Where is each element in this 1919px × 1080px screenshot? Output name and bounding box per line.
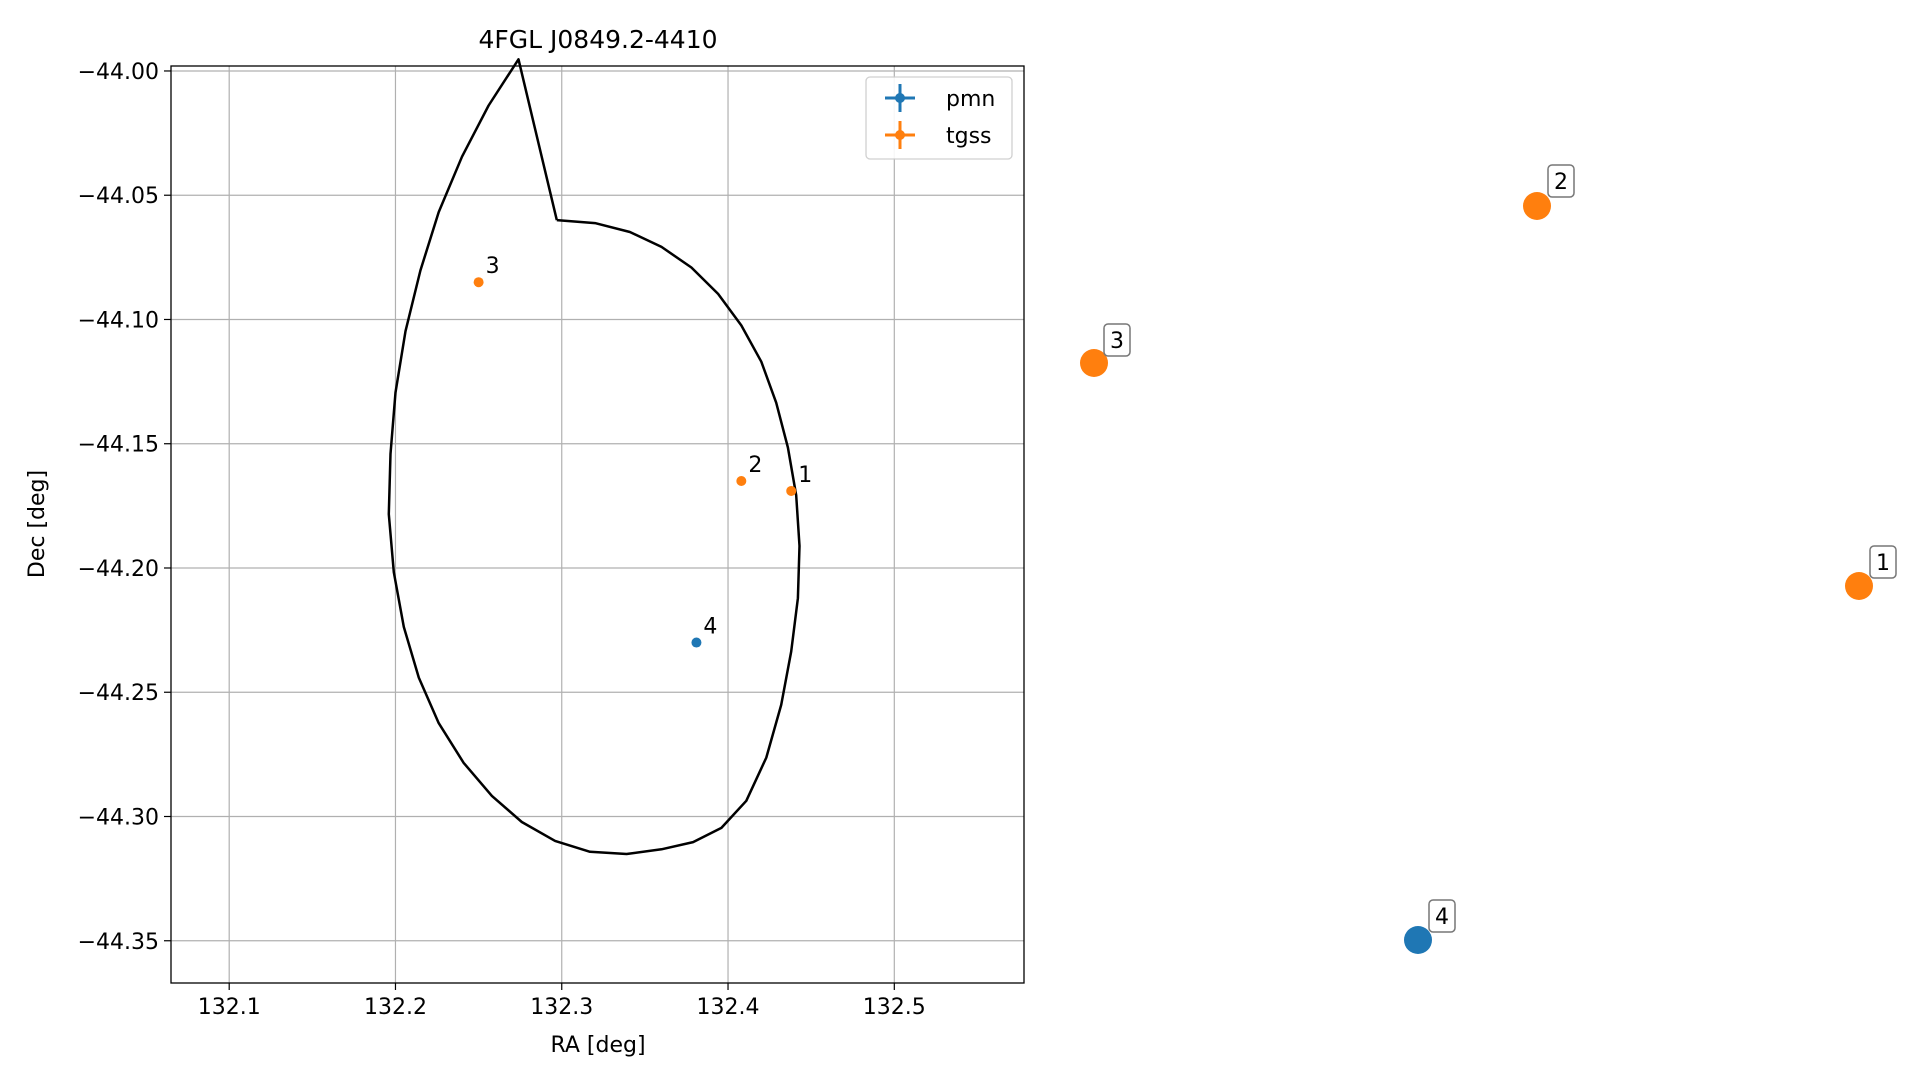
data-point-pmn — [691, 637, 702, 648]
data-point-label: 2 — [748, 453, 762, 478]
chart-title: 4FGL J0849.2-4410 — [478, 25, 717, 54]
legend-entry-pmn: pmn — [885, 84, 995, 112]
x-tick-label: 132.1 — [198, 995, 261, 1020]
error-ellipse-layer — [387, 58, 801, 856]
x-axis-ticks: 132.1 132.2 132.3 132.4 132.5 — [198, 983, 926, 1020]
points-layer: 4 1 2 3 — [473, 254, 812, 648]
y-tick-label: −44.25 — [78, 681, 159, 706]
y-tick-label: −44.20 — [78, 557, 159, 582]
right-label-box — [1103, 323, 1131, 357]
right-marker-group-4: 4 — [1404, 899, 1456, 954]
legend-label-pmn: pmn — [946, 87, 995, 112]
legend-marker-dot — [895, 130, 905, 140]
x-tick-label: 132.2 — [364, 995, 427, 1020]
x-axis-label: RA [deg] — [550, 1033, 645, 1058]
y-axis-label: Dec [deg] — [25, 470, 50, 578]
right-marker-tgss — [1080, 349, 1108, 377]
data-point-label: 1 — [798, 463, 812, 488]
right-marker-group-3: 3 — [1080, 323, 1131, 377]
right-marker-group-2: 2 — [1523, 164, 1575, 220]
right-label-box — [1869, 545, 1897, 579]
right-marker-label: 3 — [1110, 329, 1124, 354]
data-point-tgss — [473, 277, 484, 288]
y-tick-label: −44.05 — [78, 184, 159, 209]
right-marker-label: 4 — [1435, 905, 1449, 930]
legend-label-tgss: tgss — [946, 124, 992, 149]
grid-lines — [171, 66, 1024, 983]
right-marker-label: 2 — [1554, 170, 1568, 195]
right-panel: 3 2 1 4 — [1080, 164, 1897, 954]
y-axis-ticks: −44.00 −44.05 −44.10 −44.15 −44.20 −44.25 −44.… — [78, 60, 171, 955]
y-tick-label: −44.10 — [78, 308, 159, 333]
right-marker-tgss — [1523, 192, 1551, 220]
data-point-label: 3 — [486, 254, 500, 279]
y-tick-label: −44.35 — [78, 930, 159, 955]
right-marker-group-1: 1 — [1845, 545, 1897, 600]
y-tick-label: −44.00 — [78, 60, 159, 85]
legend: pmn tgss — [865, 76, 1013, 160]
data-point-label: 4 — [703, 615, 717, 640]
plot-background — [171, 66, 1024, 983]
legend-entry-tgss: tgss — [885, 121, 992, 149]
right-label-box — [1547, 164, 1575, 198]
right-marker-label: 1 — [1876, 551, 1890, 576]
x-tick-label: 132.5 — [863, 995, 926, 1020]
right-label-box — [1428, 899, 1456, 933]
x-tick-label: 132.3 — [530, 995, 593, 1020]
error-ellipse — [387, 58, 801, 856]
y-tick-label: −44.30 — [78, 805, 159, 830]
data-point-tgss — [786, 485, 797, 496]
x-tick-label: 132.4 — [697, 995, 760, 1020]
legend-marker-dot — [895, 93, 905, 103]
right-marker-tgss — [1845, 572, 1873, 600]
y-tick-label: −44.15 — [78, 433, 159, 458]
plot-frame — [170, 65, 1025, 984]
right-marker-pmn — [1404, 926, 1432, 954]
data-point-tgss — [736, 476, 747, 487]
